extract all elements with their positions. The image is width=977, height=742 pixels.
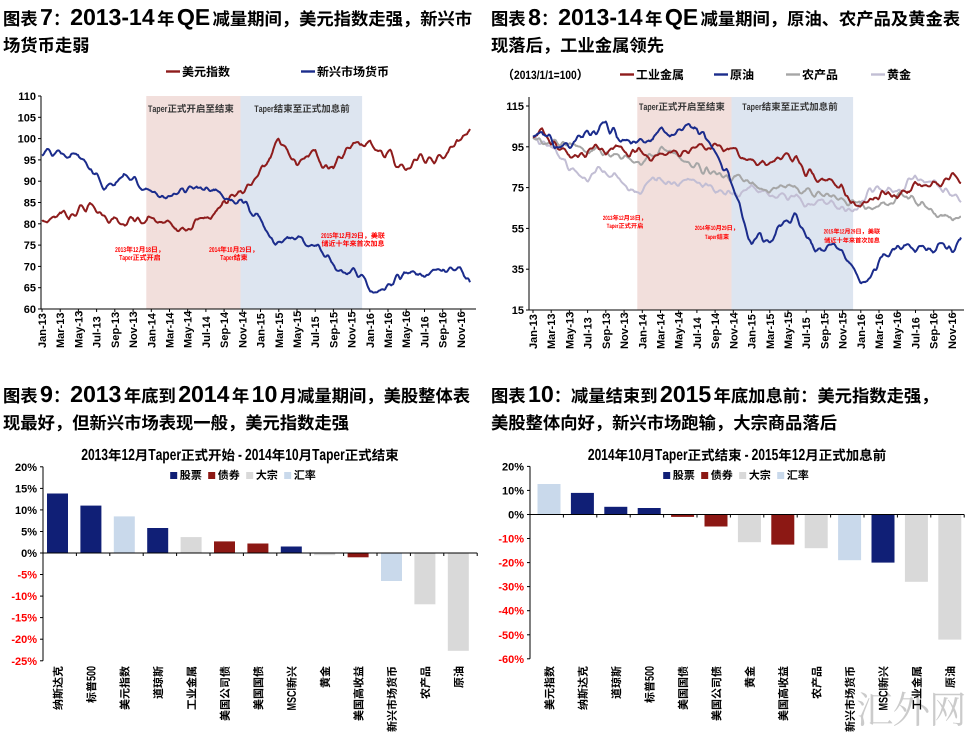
svg-text:Nov-15: Nov-15 <box>347 311 359 348</box>
svg-text:15%: 15% <box>15 483 37 495</box>
svg-text:Jul-14: Jul-14 <box>692 316 704 349</box>
svg-text:May-15: May-15 <box>292 311 304 348</box>
svg-text:5%: 5% <box>21 527 37 539</box>
svg-text:-60%: -60% <box>498 654 524 666</box>
svg-text:Sep-14: Sep-14 <box>219 311 231 348</box>
svg-text:Nov-13: Nov-13 <box>128 311 140 348</box>
svg-text:-10%: -10% <box>11 591 37 603</box>
svg-text:Jan-15: Jan-15 <box>256 313 268 348</box>
svg-text:Sep-13: Sep-13 <box>110 312 122 348</box>
svg-text:75: 75 <box>24 240 36 252</box>
svg-text:Jan-14: Jan-14 <box>637 313 649 349</box>
svg-text:65: 65 <box>24 283 36 295</box>
svg-text:105: 105 <box>18 112 36 124</box>
svg-text:110: 110 <box>18 91 36 103</box>
svg-text:10%: 10% <box>502 485 524 497</box>
svg-text:May-16: May-16 <box>892 312 904 349</box>
svg-text:Jul-16: Jul-16 <box>420 316 432 348</box>
svg-text:100: 100 <box>18 134 36 146</box>
svg-text:Nov-15: Nov-15 <box>838 312 850 349</box>
svg-text:115: 115 <box>506 101 524 113</box>
svg-text:-20%: -20% <box>11 634 37 646</box>
svg-text:Nov-14: Nov-14 <box>237 310 249 348</box>
svg-text:-15%: -15% <box>11 613 37 625</box>
svg-text:May-13: May-13 <box>564 312 576 349</box>
svg-text:-30%: -30% <box>498 582 524 594</box>
svg-text:Sep-15: Sep-15 <box>328 312 340 348</box>
svg-text:Jul-15: Jul-15 <box>310 316 322 348</box>
svg-text:-20%: -20% <box>498 558 524 570</box>
svg-text:Mar-13: Mar-13 <box>55 313 67 348</box>
svg-text:0%: 0% <box>508 510 524 522</box>
svg-text:Jul-15: Jul-15 <box>801 317 813 349</box>
svg-text:Jan-13: Jan-13 <box>528 314 540 349</box>
svg-text:Sep-13: Sep-13 <box>601 313 613 349</box>
svg-text:-5%: -5% <box>17 570 37 582</box>
svg-text:May-14: May-14 <box>674 311 686 349</box>
svg-text:Sep-16: Sep-16 <box>929 313 941 349</box>
svg-text:-40%: -40% <box>498 606 524 618</box>
svg-text:Jul-16: Jul-16 <box>911 317 923 349</box>
svg-text:Jul-13: Jul-13 <box>583 317 595 349</box>
svg-text:20%: 20% <box>502 461 524 473</box>
svg-text:Jul-13: Jul-13 <box>92 316 104 348</box>
svg-text:May-15: May-15 <box>783 312 795 349</box>
svg-text:-10%: -10% <box>498 534 524 546</box>
svg-text:90: 90 <box>24 176 36 188</box>
svg-text:Mar-16: Mar-16 <box>383 313 395 348</box>
svg-text:10%: 10% <box>15 505 37 517</box>
svg-text:95: 95 <box>24 155 36 167</box>
svg-text:-25%: -25% <box>11 656 37 668</box>
svg-text:Jul-14: Jul-14 <box>201 315 213 348</box>
svg-text:Jan-15: Jan-15 <box>747 314 759 349</box>
svg-text:Jan-16: Jan-16 <box>856 314 868 349</box>
svg-text:Sep-14: Sep-14 <box>710 312 722 349</box>
svg-text:80: 80 <box>24 219 36 231</box>
svg-text:-50%: -50% <box>498 630 524 642</box>
svg-text:0%: 0% <box>21 548 37 560</box>
svg-text:Mar-14: Mar-14 <box>165 312 177 348</box>
svg-text:55: 55 <box>512 223 524 235</box>
svg-text:Mar-15: Mar-15 <box>765 314 777 349</box>
svg-text:95: 95 <box>512 142 524 154</box>
svg-text:Jan-14: Jan-14 <box>146 312 158 348</box>
svg-text:Mar-16: Mar-16 <box>874 314 886 349</box>
svg-text:Mar-14: Mar-14 <box>656 313 668 349</box>
svg-text:May-16: May-16 <box>401 311 413 348</box>
svg-text:Mar-15: Mar-15 <box>274 313 286 348</box>
svg-text:Mar-13: Mar-13 <box>546 314 558 349</box>
svg-text:85: 85 <box>24 198 36 210</box>
svg-text:Nov-14: Nov-14 <box>728 311 740 349</box>
svg-text:Jan-13: Jan-13 <box>37 313 49 348</box>
svg-text:Jan-16: Jan-16 <box>365 313 377 348</box>
svg-text:Sep-16: Sep-16 <box>438 312 450 348</box>
svg-text:May-13: May-13 <box>73 311 85 348</box>
svg-text:20%: 20% <box>15 462 37 474</box>
svg-text:35: 35 <box>512 264 524 276</box>
svg-text:Nov-16: Nov-16 <box>947 312 959 349</box>
svg-text:Nov-13: Nov-13 <box>619 312 631 349</box>
svg-text:60: 60 <box>24 304 36 316</box>
svg-text:May-14: May-14 <box>183 310 195 348</box>
svg-text:75: 75 <box>512 183 524 195</box>
svg-text:70: 70 <box>24 261 36 273</box>
svg-text:15: 15 <box>512 305 524 317</box>
svg-text:Nov-16: Nov-16 <box>456 311 468 348</box>
svg-text:Sep-15: Sep-15 <box>819 313 831 349</box>
